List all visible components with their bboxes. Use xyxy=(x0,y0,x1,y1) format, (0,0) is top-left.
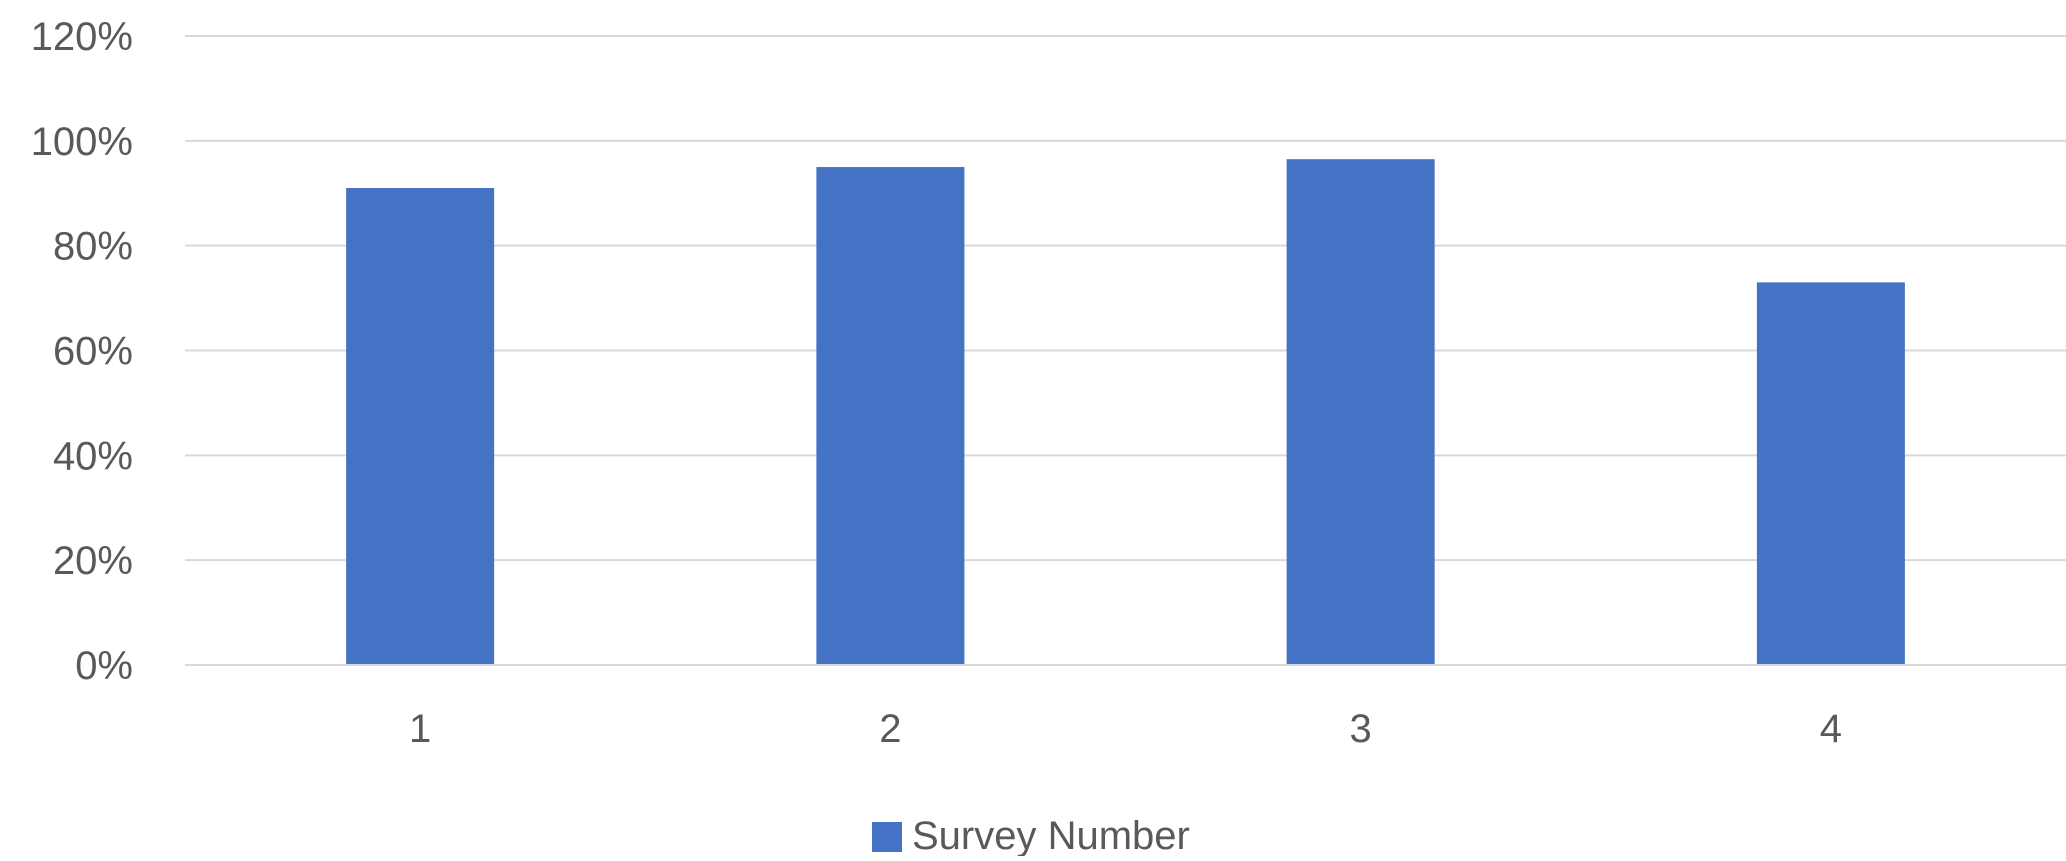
y-tick-label: 80% xyxy=(53,225,133,269)
y-axis-tick-labels: 0% 20% 40% 60% 80% 100% 120% xyxy=(31,15,133,688)
gridlines xyxy=(185,35,2066,666)
bar-3 xyxy=(1286,159,1435,665)
bar-2 xyxy=(816,167,965,665)
legend: Survey Number xyxy=(872,814,1190,858)
x-tick-label-2: 2 xyxy=(879,707,901,751)
y-tick-label: 20% xyxy=(53,539,133,583)
x-tick-label-4: 4 xyxy=(1820,707,1842,751)
y-tick-label: 60% xyxy=(53,330,133,374)
x-tick-label-3: 3 xyxy=(1350,707,1372,751)
y-tick-label: 0% xyxy=(75,644,133,688)
legend-label-survey-number: Survey Number xyxy=(912,814,1190,856)
legend-swatch-survey-number xyxy=(872,822,902,852)
y-tick-label: 40% xyxy=(53,434,133,478)
x-tick-label-1: 1 xyxy=(409,707,431,751)
y-tick-label: 120% xyxy=(31,15,133,59)
x-axis-tick-labels: 1 2 3 4 xyxy=(185,664,2066,751)
bar-1 xyxy=(346,188,495,665)
bars xyxy=(346,159,1905,665)
y-tick-label: 100% xyxy=(31,120,133,164)
bar-4 xyxy=(1756,282,1905,665)
